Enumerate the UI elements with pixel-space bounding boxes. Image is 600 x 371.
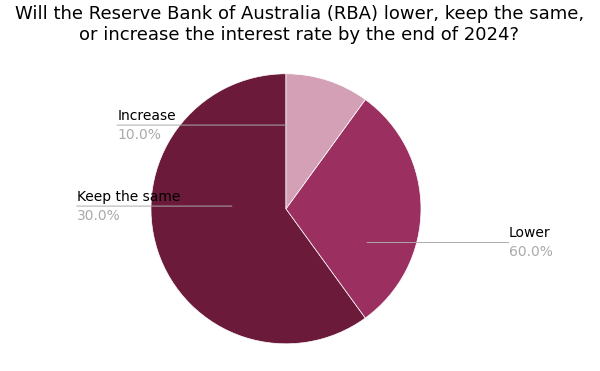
Text: Keep the same: Keep the same xyxy=(77,190,180,204)
Wedge shape xyxy=(286,74,365,209)
Text: Increase: Increase xyxy=(117,109,176,123)
Text: 60.0%: 60.0% xyxy=(509,245,553,259)
Text: 10.0%: 10.0% xyxy=(117,128,161,141)
Wedge shape xyxy=(286,99,421,318)
Text: 30.0%: 30.0% xyxy=(77,209,121,223)
Text: Lower: Lower xyxy=(509,226,550,240)
Wedge shape xyxy=(151,74,365,344)
Title: Will the Reserve Bank of Australia (RBA) lower, keep the same,
or increase the i: Will the Reserve Bank of Australia (RBA)… xyxy=(15,5,584,44)
